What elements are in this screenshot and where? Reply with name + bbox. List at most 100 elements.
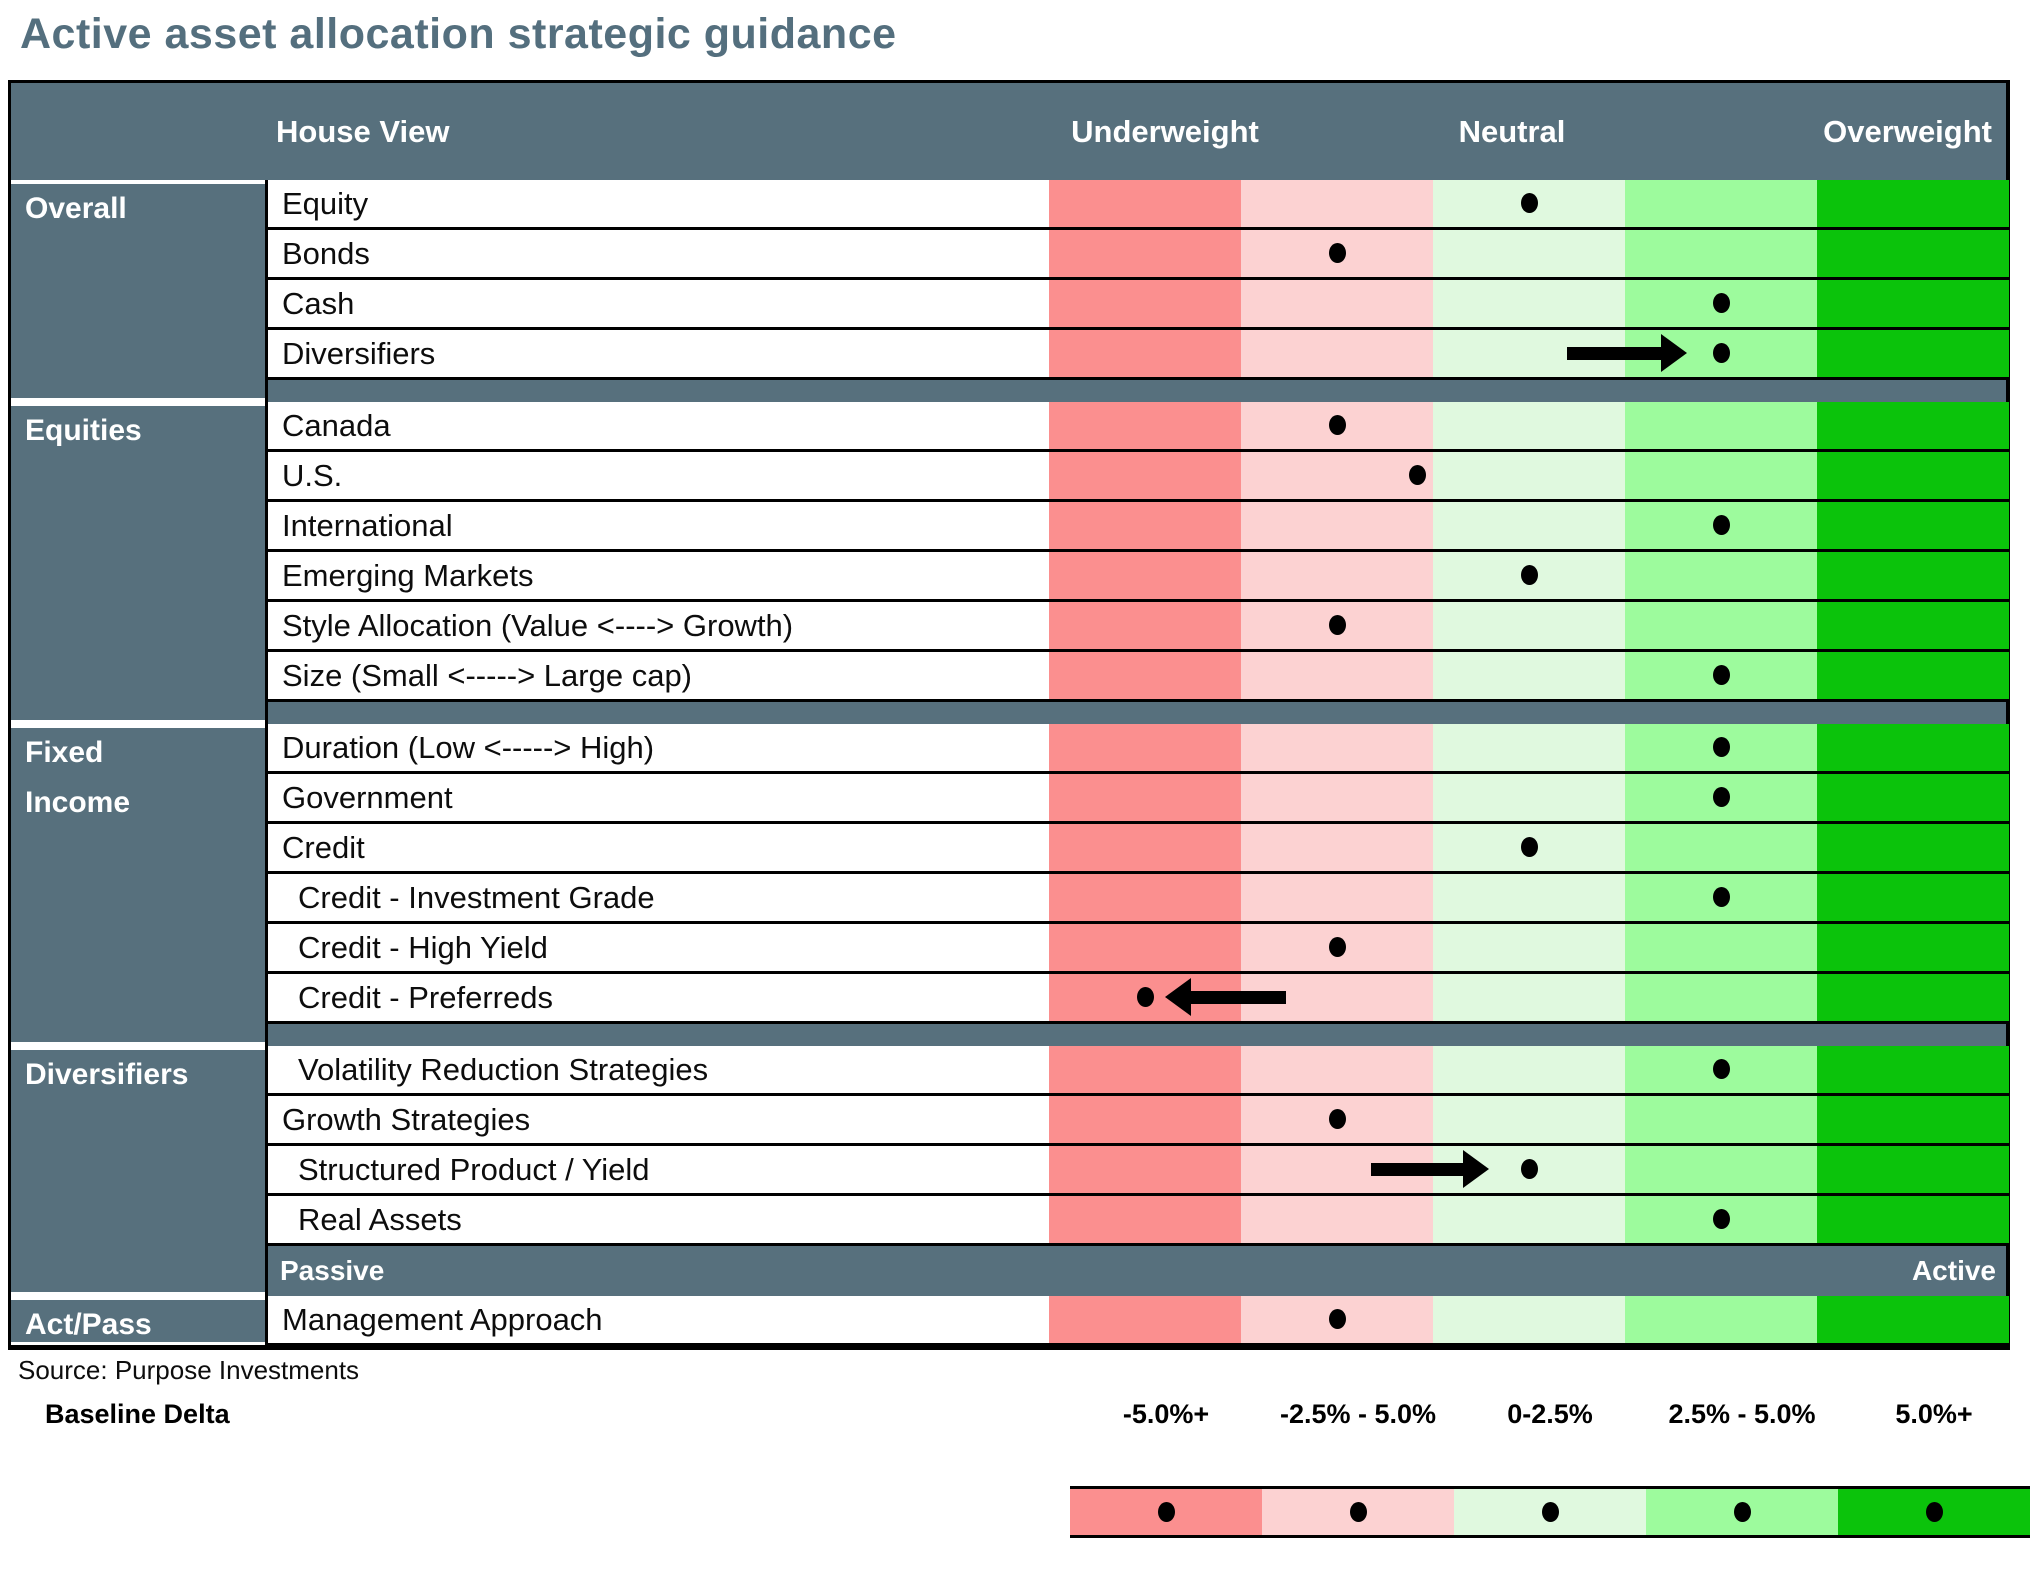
stance-dot [1328,937,1346,957]
category-label: Diversifiers [25,1058,189,1091]
table-row: Size (Small <-----> Large cap) [265,652,2009,702]
stance-band-cell [1049,1296,1241,1343]
stance-band-cell [1817,1296,2009,1343]
stance-dot [1328,615,1346,635]
section-separator [265,380,2006,402]
stance-band-cell [1433,1296,1625,1343]
table-row: Style Allocation (Value <----> Growth) [265,602,2009,652]
stance-dot [1712,1059,1730,1079]
stance-band-cell [1625,974,1817,1021]
stance-dot [1520,1159,1538,1179]
stance-band-cell [1817,180,2009,227]
row-label: Growth Strategies [282,1102,531,1137]
row-label: U.S. [282,458,343,493]
stance-band-cell [1241,824,1433,871]
increase-arrow [1370,1163,1463,1176]
stance-band-cell [1049,824,1241,871]
legend-dot [1541,1502,1559,1522]
stance-band-cell [1625,180,1817,227]
stance-band-cell [1625,824,1817,871]
stance-dot [1328,415,1346,435]
stance-dot [1712,515,1730,535]
row-label: Duration (Low <-----> High) [282,730,655,765]
stance-band-cell [1049,330,1241,377]
stance-band-cell [1817,774,2009,821]
row-label: Structured Product / Yield [298,1152,650,1187]
table-row: Bonds [265,230,2009,280]
page-title: Active asset allocation strategic guidan… [20,10,897,58]
stance-band-cell [1433,502,1625,549]
stance-band-cell [1433,652,1625,699]
scale-label: -2.5% - 5.0% [1279,1399,1437,1429]
table-row: Cash [265,280,2009,330]
stance-band-cell [1817,402,2009,449]
stance-band-cell [1049,1146,1241,1193]
stance-band-cell [1433,280,1625,327]
table-row: Volatility Reduction Strategies [265,1046,2009,1096]
stance-band-cell [1433,924,1625,971]
legend-dot [1349,1502,1367,1522]
row-label: Style Allocation (Value <----> Growth) [282,608,794,643]
stance-band-cell [1817,974,2009,1021]
stance-band-cell [1241,724,1433,771]
stance-band-cell [1241,774,1433,821]
stance-dot [1328,1309,1346,1329]
table-row: Emerging Markets [265,552,2009,602]
table-row: Credit - High Yield [265,924,2009,974]
stance-band-cell [1817,874,2009,921]
stance-band-cell [1817,230,2009,277]
stance-band-cell [1049,452,1241,499]
stance-band-cell [1817,724,2009,771]
stance-band-cell [1241,452,1433,499]
stance-dot [1520,193,1538,213]
stance-band-cell [1049,502,1241,549]
stance-band-cell [1049,1046,1241,1093]
stance-band-cell [1433,1096,1625,1143]
stance-band-cell [1817,652,2009,699]
table-row: Growth Strategies [265,1096,2009,1146]
category-label: Equities [25,414,142,447]
stance-band-cell [1625,552,1817,599]
stance-dot [1712,665,1730,685]
stance-band-cell [1241,552,1433,599]
legend-dot [1925,1502,1943,1522]
category-label: Act/Pass [25,1308,152,1341]
arrow-head-icon [1462,1150,1489,1188]
stance-band-cell [1241,1196,1433,1243]
stance-band-cell [1049,180,1241,227]
table-row: Structured Product / Yield [265,1146,2009,1196]
stance-band-cell [1049,602,1241,649]
scale-label: 0-2.5% [1507,1399,1593,1429]
table-row: U.S. [265,452,2009,502]
stance-band-cell [1433,1196,1625,1243]
stance-band-cell [1817,1196,2009,1243]
legend-band-cell [1454,1489,1646,1535]
category-label: Fixed [25,736,104,769]
table-row: Duration (Low <-----> High) [265,724,2009,774]
stance-dot [1712,1209,1730,1229]
table-row: Real Assets [265,1196,2009,1246]
scale-label: 5.0%+ [1895,1399,1973,1429]
stance-band-cell [1049,924,1241,971]
stance-band-cell [1241,1046,1433,1093]
row-label: Equity [282,186,369,221]
stance-dot [1712,293,1730,313]
category-cell: Act/Pass [11,1300,265,1342]
row-label: Credit - Preferreds [298,980,553,1015]
legend-color-bar [1070,1486,2030,1538]
baseline-delta-label: Baseline Delta [45,1399,230,1429]
active-label: Active [1911,1255,1996,1286]
stance-band-cell [1433,452,1625,499]
stance-band-cell [1241,280,1433,327]
stance-dot [1328,243,1346,263]
stance-band-cell [1817,552,2009,599]
row-label: Credit - High Yield [298,930,548,965]
table-header: House View Underweight Neutral Overweigh… [11,83,2006,180]
passive-active-band: Passive Active [265,1246,2006,1296]
stance-band-cell [1049,230,1241,277]
stance-dot [1712,787,1730,807]
stance-band-cell [1625,230,1817,277]
stance-band-cell [1049,724,1241,771]
stance-band-cell [1241,180,1433,227]
